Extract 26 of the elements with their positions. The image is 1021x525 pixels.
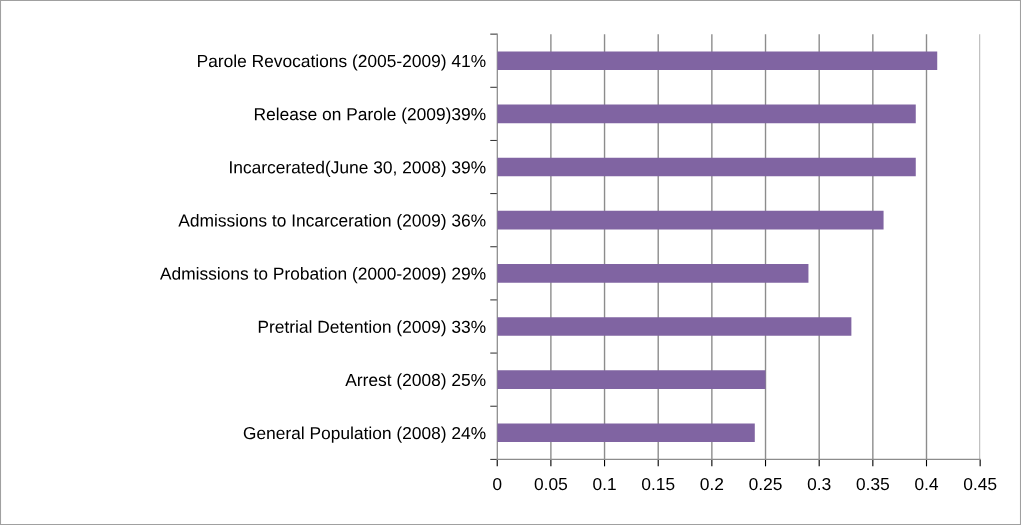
- y-tick-label: Incarcerated(June 30, 2008) 39%: [230, 160, 486, 177]
- y-tick-label: Admissions to Incarceration (2009) 36%: [178, 213, 486, 231]
- bar: [497, 210, 884, 230]
- x-tick-label: 0.35: [856, 477, 890, 491]
- y-tick-label: Release on Parole (2009)39%: [254, 107, 486, 124]
- y-tick-label: Arrest (2008) 25%: [345, 373, 486, 390]
- y-tick-label: Pretrial Detention (2009) 33%: [258, 320, 486, 337]
- bar: [497, 51, 938, 71]
- x-tick-label: 0.05: [534, 477, 568, 491]
- x-tick-label: 0.2: [700, 477, 724, 491]
- x-tick-label: 0.25: [749, 477, 782, 491]
- bar: [497, 370, 766, 389]
- bar: [497, 264, 809, 283]
- y-tick-label: General Population (2008) 24%: [243, 426, 486, 443]
- x-tick-label: 0.15: [641, 477, 675, 491]
- y-tick-label: Admissions to Probation (2000-2009) 29%: [159, 267, 486, 284]
- bar: [497, 104, 916, 124]
- x-tick-label: 0.3: [807, 477, 831, 491]
- y-tick-label: Parole Revocations (2005-2009) 41%: [198, 54, 486, 71]
- bar: [497, 157, 916, 177]
- bar: [497, 423, 755, 443]
- x-tick-label: 0: [493, 477, 502, 491]
- x-tick-label: 0.4: [915, 477, 939, 491]
- x-tick-label: 0.1: [593, 477, 616, 491]
- x-tick-label: 0.45: [963, 477, 997, 491]
- bar: [497, 317, 852, 336]
